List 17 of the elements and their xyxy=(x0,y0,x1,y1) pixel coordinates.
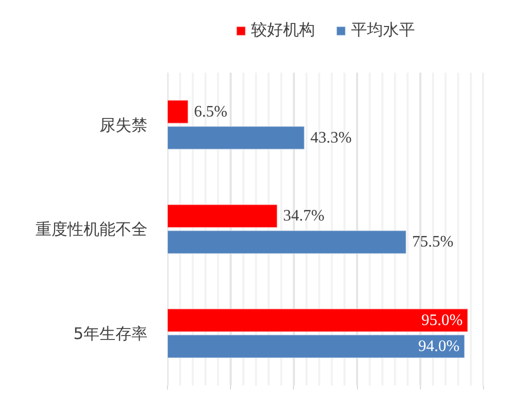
legend-label: 较好机构 xyxy=(251,20,315,41)
legend-label: 平均水平 xyxy=(351,20,415,41)
y-tick-label: 重度性机能不全 xyxy=(36,220,148,239)
bar xyxy=(168,308,468,332)
bar xyxy=(168,230,407,254)
bar xyxy=(168,126,305,150)
data-label: 6.5% xyxy=(194,103,228,120)
y-tick-label: 尿失禁 xyxy=(100,115,148,134)
y-tick-label: 5年生存率 xyxy=(73,324,148,343)
data-label: 75.5% xyxy=(412,234,454,251)
bar xyxy=(168,334,466,358)
bar xyxy=(168,100,189,124)
data-label: 95.0% xyxy=(421,312,463,329)
bar xyxy=(168,204,278,228)
data-label: 94.0% xyxy=(418,338,460,355)
data-label: 43.3% xyxy=(310,129,352,146)
data-label: 34.7% xyxy=(283,208,324,225)
